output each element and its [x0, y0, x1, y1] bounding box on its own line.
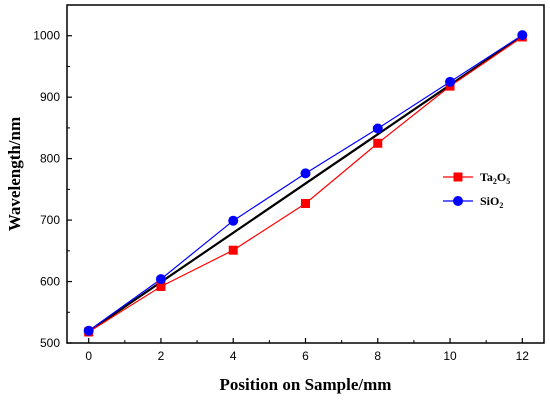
data-point-sio2 — [300, 168, 311, 179]
y-tick-label: 800 — [40, 152, 60, 166]
legend-label-sio2-base: SiO — [480, 194, 499, 208]
data-point-ta2o5 — [228, 245, 238, 255]
x-tick-label: 4 — [230, 349, 237, 363]
legend: Ta2O5 SiO2 — [439, 165, 529, 213]
data-point-sio2 — [228, 215, 239, 226]
legend-label-ta2o5-mid: O — [497, 170, 506, 184]
data-point-sio2 — [445, 76, 456, 87]
legend-marker-square — [453, 172, 463, 182]
x-tick-label: 10 — [443, 349, 457, 363]
y-tick-label: 600 — [40, 275, 60, 289]
y-tick-label: 700 — [40, 213, 60, 227]
data-point-sio2 — [155, 274, 166, 285]
y-tick-label: 900 — [40, 90, 60, 104]
y-axis-title: Wavelength/nm — [5, 117, 24, 231]
legend-label-ta2o5-sub1: 2 — [493, 177, 497, 186]
legend-label-sio2: SiO2 — [480, 194, 503, 210]
data-point-sio2 — [517, 30, 528, 41]
x-axis-title: Position on Sample/mm — [220, 375, 392, 394]
x-tick-label: 2 — [158, 349, 165, 363]
y-tick-label: 1000 — [33, 29, 60, 43]
data-point-ta2o5 — [373, 138, 383, 148]
legend-item-sio2: SiO2 — [443, 194, 503, 210]
legend-marker-circle — [453, 196, 463, 206]
x-tick-label: 6 — [302, 349, 309, 363]
data-point-sio2 — [372, 123, 383, 134]
x-tick-label: 8 — [374, 349, 381, 363]
x-tick-label: 12 — [516, 349, 530, 363]
legend-label-ta2o5-sub2: 5 — [506, 177, 510, 186]
data-point-ta2o5 — [301, 198, 310, 208]
legend-label-sio2-sub1: 2 — [499, 201, 503, 210]
legend-label-ta2o5-base: Ta — [480, 170, 493, 184]
x-tick-label: 0 — [85, 349, 92, 363]
legend-label-ta2o5: Ta2O5 — [480, 170, 510, 186]
legend-item-ta2o5: Ta2O5 — [443, 170, 510, 186]
y-tick-label: 500 — [40, 336, 60, 350]
data-point-ta2o5 — [156, 281, 166, 291]
data-point-sio2 — [83, 325, 94, 336]
